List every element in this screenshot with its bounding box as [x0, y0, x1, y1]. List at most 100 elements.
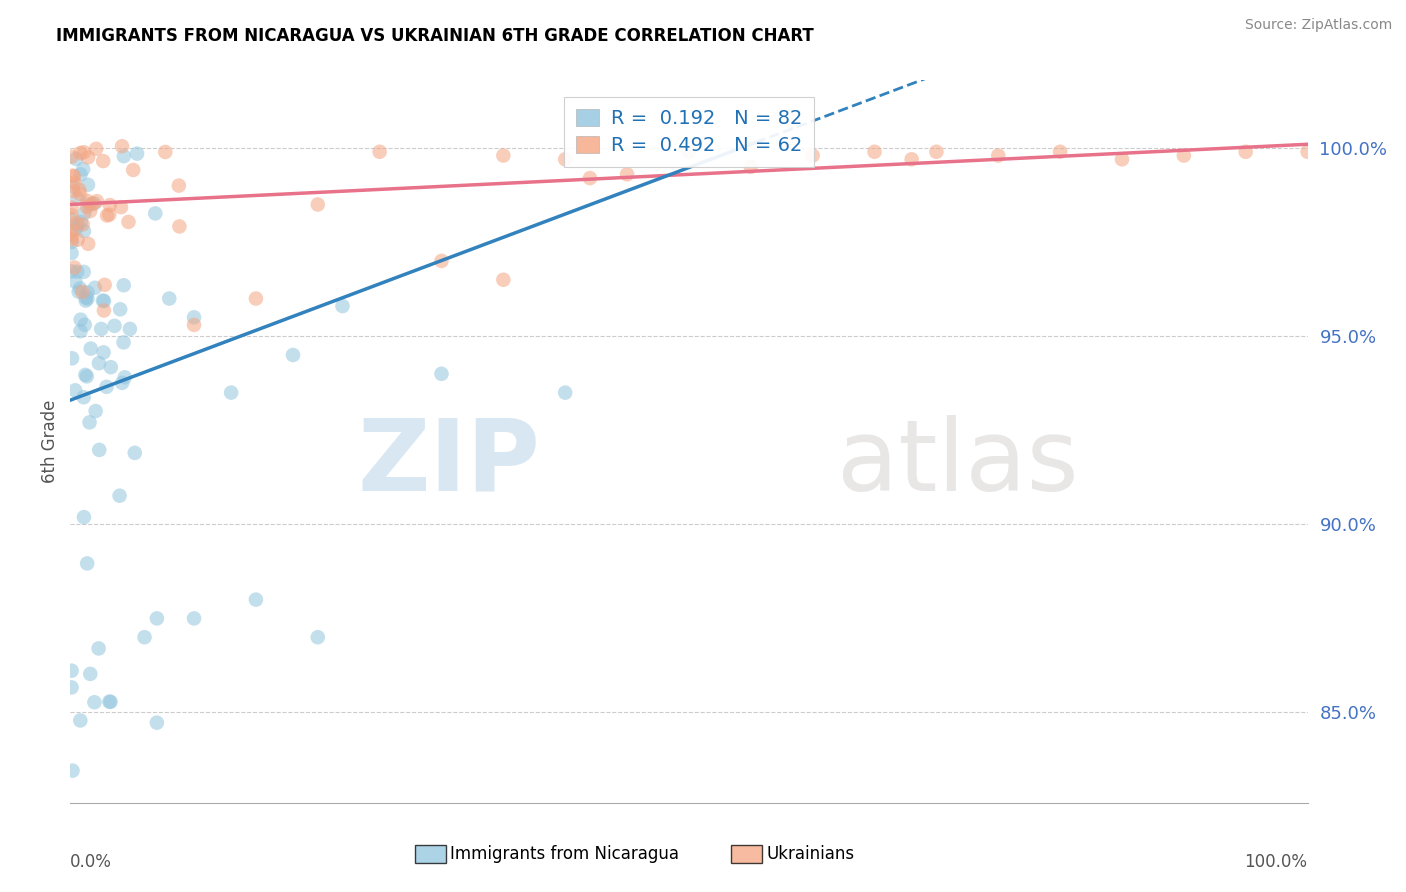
- Point: [740, 160, 762, 174]
- Point: [72, 162, 94, 177]
- Point: [76, 200, 98, 214]
- Point: [80, 342, 103, 356]
- Point: [987, 148, 1010, 162]
- Point: [110, 200, 132, 214]
- Point: [76, 557, 98, 571]
- Point: [62, 169, 84, 183]
- Point: [122, 163, 145, 178]
- Point: [103, 318, 125, 333]
- Point: [169, 219, 191, 234]
- Point: [79, 415, 101, 429]
- Point: [63, 260, 86, 275]
- Text: 100.0%: 100.0%: [1244, 854, 1308, 871]
- Point: [1173, 148, 1195, 162]
- Point: [60, 208, 83, 222]
- Point: [157, 292, 180, 306]
- Point: [60, 351, 83, 366]
- Point: [65, 275, 87, 289]
- Point: [75, 293, 97, 308]
- Point: [60, 235, 83, 249]
- Point: [76, 285, 98, 300]
- Point: [108, 302, 131, 317]
- Point: [93, 277, 115, 292]
- Point: [125, 146, 148, 161]
- Point: [245, 592, 267, 607]
- Point: [60, 246, 83, 260]
- Text: ZIP: ZIP: [357, 415, 540, 512]
- Point: [616, 167, 638, 181]
- Point: [281, 348, 304, 362]
- Point: [98, 695, 121, 709]
- Point: [79, 667, 101, 681]
- Point: [77, 197, 100, 211]
- Text: atlas: atlas: [838, 415, 1078, 512]
- Point: [60, 150, 83, 164]
- Point: [73, 224, 96, 238]
- Point: [84, 142, 107, 156]
- Point: [925, 145, 948, 159]
- Point: [89, 442, 111, 457]
- Point: [1296, 145, 1319, 159]
- Text: IMMIGRANTS FROM NICARAGUA VS UKRAINIAN 6TH GRADE CORRELATION CHART: IMMIGRANTS FROM NICARAGUA VS UKRAINIAN 6…: [56, 27, 814, 45]
- Point: [146, 611, 169, 625]
- Point: [183, 310, 205, 325]
- Point: [70, 215, 93, 229]
- Point: [65, 152, 87, 166]
- Point: [66, 192, 89, 206]
- Point: [76, 292, 98, 306]
- Point: [98, 198, 121, 212]
- Point: [117, 215, 139, 229]
- Point: [112, 149, 135, 163]
- Point: [111, 139, 134, 153]
- Point: [69, 167, 91, 181]
- Point: [108, 489, 131, 503]
- Point: [75, 291, 97, 305]
- Point: [96, 380, 118, 394]
- Point: [77, 178, 100, 192]
- Point: [67, 183, 90, 197]
- Point: [90, 322, 112, 336]
- Point: [492, 273, 515, 287]
- Point: [72, 218, 94, 232]
- Point: [67, 285, 90, 299]
- Y-axis label: 6th Grade: 6th Grade: [41, 400, 59, 483]
- Point: [69, 312, 91, 326]
- Point: [69, 281, 91, 295]
- Point: [82, 196, 104, 211]
- Point: [492, 148, 515, 162]
- Text: 0.0%: 0.0%: [70, 854, 112, 871]
- Point: [73, 510, 96, 524]
- Point: [430, 254, 453, 268]
- Point: [62, 764, 84, 778]
- Point: [65, 216, 87, 230]
- Point: [98, 208, 121, 222]
- Point: [91, 154, 114, 169]
- Point: [143, 206, 166, 220]
- Point: [245, 292, 267, 306]
- Point: [69, 187, 91, 202]
- Point: [75, 368, 97, 382]
- Point: [63, 176, 86, 190]
- Point: [77, 150, 100, 164]
- Point: [167, 178, 190, 193]
- Point: [96, 209, 118, 223]
- Point: [60, 223, 83, 237]
- Point: [183, 318, 205, 332]
- Point: [1049, 145, 1071, 159]
- Point: [83, 695, 105, 709]
- Point: [900, 153, 922, 167]
- Point: [69, 324, 91, 338]
- Point: [60, 201, 83, 215]
- Point: [93, 303, 115, 318]
- Point: [73, 206, 96, 220]
- Point: [72, 285, 94, 299]
- Point: [579, 171, 602, 186]
- Point: [801, 148, 824, 162]
- Point: [60, 232, 83, 246]
- Point: [554, 153, 576, 167]
- Point: [66, 219, 89, 233]
- Point: [155, 145, 177, 159]
- Point: [114, 370, 136, 384]
- Point: [100, 360, 122, 375]
- Point: [79, 204, 101, 219]
